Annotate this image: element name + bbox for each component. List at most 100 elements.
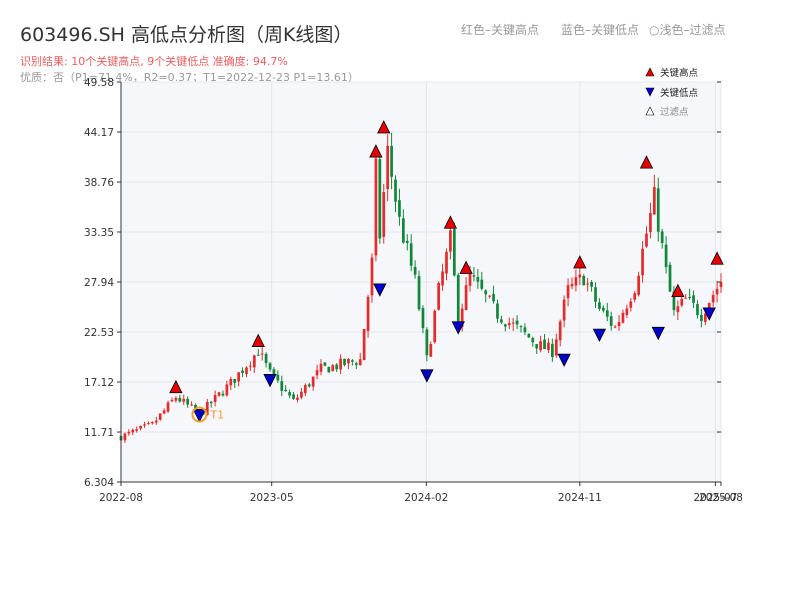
key-high-marker [443, 215, 458, 229]
candle-body [245, 367, 248, 374]
candle-body [613, 326, 617, 328]
t1-circle [191, 406, 208, 423]
candle-body [292, 394, 295, 399]
candle-body [500, 319, 503, 323]
candle-body [652, 187, 656, 215]
x-axis-ticks: 2022-08 2023-05 2024-02 2024-11 2025-072025-… [99, 482, 743, 504]
candle-body [335, 364, 339, 370]
y-tick-label: 6.304 [84, 477, 114, 489]
legend-low-triangle-icon [645, 87, 655, 97]
candle-body [249, 365, 252, 367]
candle-body [139, 425, 142, 429]
candle-body [284, 389, 288, 392]
candle-body [225, 384, 229, 396]
y-tick-label: 38.76 [84, 177, 114, 189]
candle-body [590, 281, 593, 287]
candle-body [347, 358, 350, 364]
candle-body [594, 287, 597, 302]
candle-body [637, 275, 641, 295]
key-low-marker [651, 326, 665, 341]
candle-body [205, 401, 209, 416]
key-low-marker [451, 321, 465, 335]
candle-body [354, 363, 358, 366]
candle-body [617, 321, 621, 327]
candle-body [339, 358, 342, 370]
candle-body [625, 308, 629, 315]
candle-body [143, 424, 146, 426]
candle-body [131, 429, 135, 433]
candle-body [437, 282, 441, 310]
candle-body [154, 420, 158, 423]
candle-body [323, 362, 327, 366]
candle-body [696, 304, 699, 316]
candle-body [633, 293, 637, 300]
candle-body [264, 353, 268, 363]
candle-body [692, 295, 695, 303]
candle-body [484, 290, 488, 295]
candle-body [252, 355, 256, 368]
circle-icon: ○ [649, 23, 660, 37]
candle-body [221, 393, 225, 396]
header-legend-high: 红色–关键高点 [461, 23, 540, 37]
header-legend-low: 蓝色–关键低点 [561, 23, 640, 37]
candle-body [303, 385, 307, 394]
legend-filtered-triangle-icon [645, 106, 655, 116]
candle-body [229, 378, 233, 386]
candle-body [547, 342, 550, 351]
candle-body [515, 320, 519, 325]
candle-body [123, 433, 127, 441]
candle-body [394, 179, 397, 202]
key-low-marker [557, 353, 571, 367]
candle-body [390, 145, 393, 177]
candle-body [178, 397, 182, 402]
key-low-marker [373, 283, 387, 297]
x-tick-label: 2025-08 [699, 492, 743, 504]
candle-body [523, 327, 527, 333]
markers-layer: T1 [169, 120, 724, 423]
y-tick-label: 17.12 [84, 377, 114, 389]
candle-body [507, 323, 511, 326]
key-high-marker [251, 333, 265, 347]
candle-body [543, 339, 546, 350]
candle-body [562, 299, 566, 321]
key-high-marker [639, 155, 654, 169]
key-low-marker [592, 328, 607, 343]
candle-body [656, 188, 660, 232]
candle-body [374, 158, 378, 256]
candle-body [327, 367, 331, 373]
candle-body [158, 413, 162, 420]
header-legend-filtered: ○浅色–过滤点 [649, 21, 726, 38]
candle-body [319, 363, 323, 372]
key-high-marker [459, 260, 473, 274]
candle-body [268, 363, 272, 370]
x-tick-label: 2022-08 [99, 492, 143, 504]
candle-body [186, 398, 190, 405]
candle-body [672, 291, 676, 311]
candle-body [256, 354, 260, 356]
candle-body [680, 298, 684, 306]
candle-body [503, 324, 507, 327]
chart-title: 603496.SH 高低点分析图（周K线图） [20, 24, 353, 46]
candle-body [605, 310, 609, 317]
candle-body [315, 370, 319, 376]
candle-body [370, 257, 374, 296]
candle-body [464, 285, 468, 310]
candle-body [151, 422, 154, 424]
key-high-marker [169, 379, 183, 394]
y-tick-label: 11.71 [84, 427, 114, 439]
x-tick-label: 2025-07 [693, 492, 737, 504]
candle-body [135, 429, 139, 431]
key-high-marker [369, 144, 383, 158]
candle-body [586, 283, 590, 285]
candle-body [476, 276, 480, 282]
key-high-marker [377, 120, 391, 134]
candle-body [405, 240, 409, 244]
key-low-marker [192, 409, 207, 423]
key-high-marker [671, 283, 685, 298]
candle-body [660, 231, 664, 243]
candle-body [531, 338, 535, 343]
candle-body [296, 397, 299, 400]
candle-body [472, 275, 476, 277]
y-tick-label: 44.17 [84, 127, 114, 139]
candle-body [558, 321, 562, 341]
